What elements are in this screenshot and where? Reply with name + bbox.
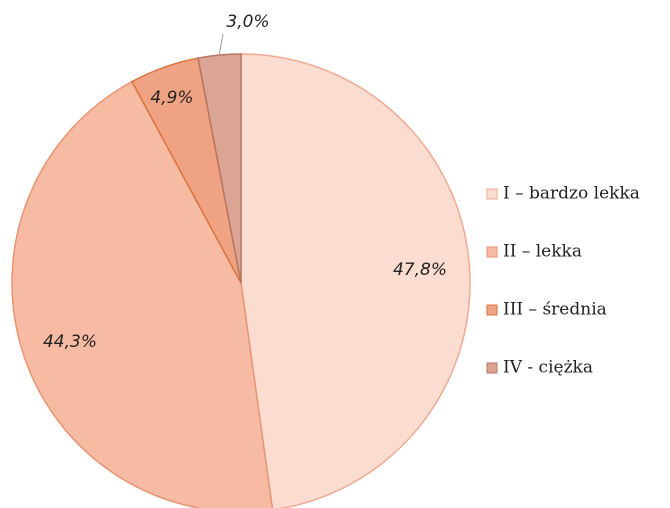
data-label: 44,3% [43, 332, 97, 352]
legend-label: III – średnia [503, 300, 607, 320]
pie-slice [11, 80, 274, 508]
legend-swatch [486, 362, 498, 374]
legend-label: I – bardzo lekka [503, 184, 640, 204]
data-label: 3,0% [226, 12, 269, 32]
legend-swatch [486, 304, 498, 316]
pie [11, 53, 471, 508]
legend-label: II – lekka [503, 242, 582, 262]
legend-swatch [486, 188, 498, 200]
leader-line [218, 33, 224, 57]
data-labels: 47,8% 44,3% 4,9% 3,0% [43, 12, 447, 352]
legend-swatch [486, 246, 498, 258]
data-label: 47,8% [393, 260, 447, 280]
legend-label: IV - ciężka [503, 358, 593, 378]
data-label: 4,9% [150, 88, 193, 108]
legend: I – bardzo lekka II – lekka III – średnia I… [486, 184, 640, 378]
pie-slice [240, 53, 471, 508]
